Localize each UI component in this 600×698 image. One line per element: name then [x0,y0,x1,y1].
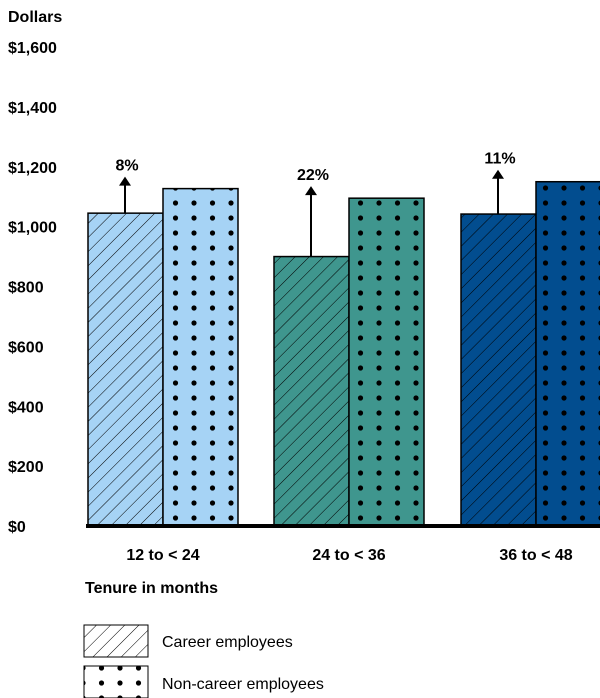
bar-annotations: 8% 22% 11% [115,151,516,257]
bar-pattern-career-1 [87,212,164,527]
y-tick-label: $200 [8,459,44,476]
x-tick-label: 24 to < 36 [312,547,385,564]
y-tick-label: $800 [8,280,44,297]
y-tick-label: $1,400 [8,100,57,117]
x-axis-tick-labels: 12 to < 24 24 to < 36 36 to < 48 [126,547,572,564]
legend-label-career: Career employees [162,634,293,651]
bar-pattern-noncareer-2 [348,197,425,527]
percent-increase-label: 8% [115,158,138,175]
bar-pattern-noncareer-3 [535,180,600,527]
percent-increase-label: 11% [484,151,515,168]
legend-swatch-career-pattern [83,624,149,658]
y-axis-tick-labels: $0 $200 $400 $600 $800 $1,000 $1,200 $1,400 $1,6… [8,40,57,536]
increase-arrow-head [119,176,131,186]
bar-pattern-noncareer-1 [162,187,239,527]
x-tick-label: 36 to < 48 [499,547,572,564]
y-tick-label: $600 [8,339,44,356]
y-tick-label: $1,000 [8,220,57,237]
bar-pattern-career-3 [460,213,537,527]
percent-increase-label: 22% [297,167,329,184]
y-tick-label: $0 [8,519,26,536]
increase-arrow-head [305,186,317,196]
legend-label-noncareer: Non-career employees [162,676,324,693]
legend-swatch-noncareer-pattern [83,665,149,698]
y-tick-label: $1,600 [8,40,57,57]
y-tick-label: $1,200 [8,160,57,177]
legend: Career employees Non-career employees [83,624,324,698]
x-tick-label: 12 to < 24 [126,547,199,564]
bar-series [87,180,600,527]
increase-arrow-head [492,169,504,179]
y-tick-label: $400 [8,399,44,416]
y-axis-title: Dollars [8,9,62,26]
bar-pattern-career-2 [273,255,350,527]
x-axis-title: Tenure in months [85,580,218,597]
